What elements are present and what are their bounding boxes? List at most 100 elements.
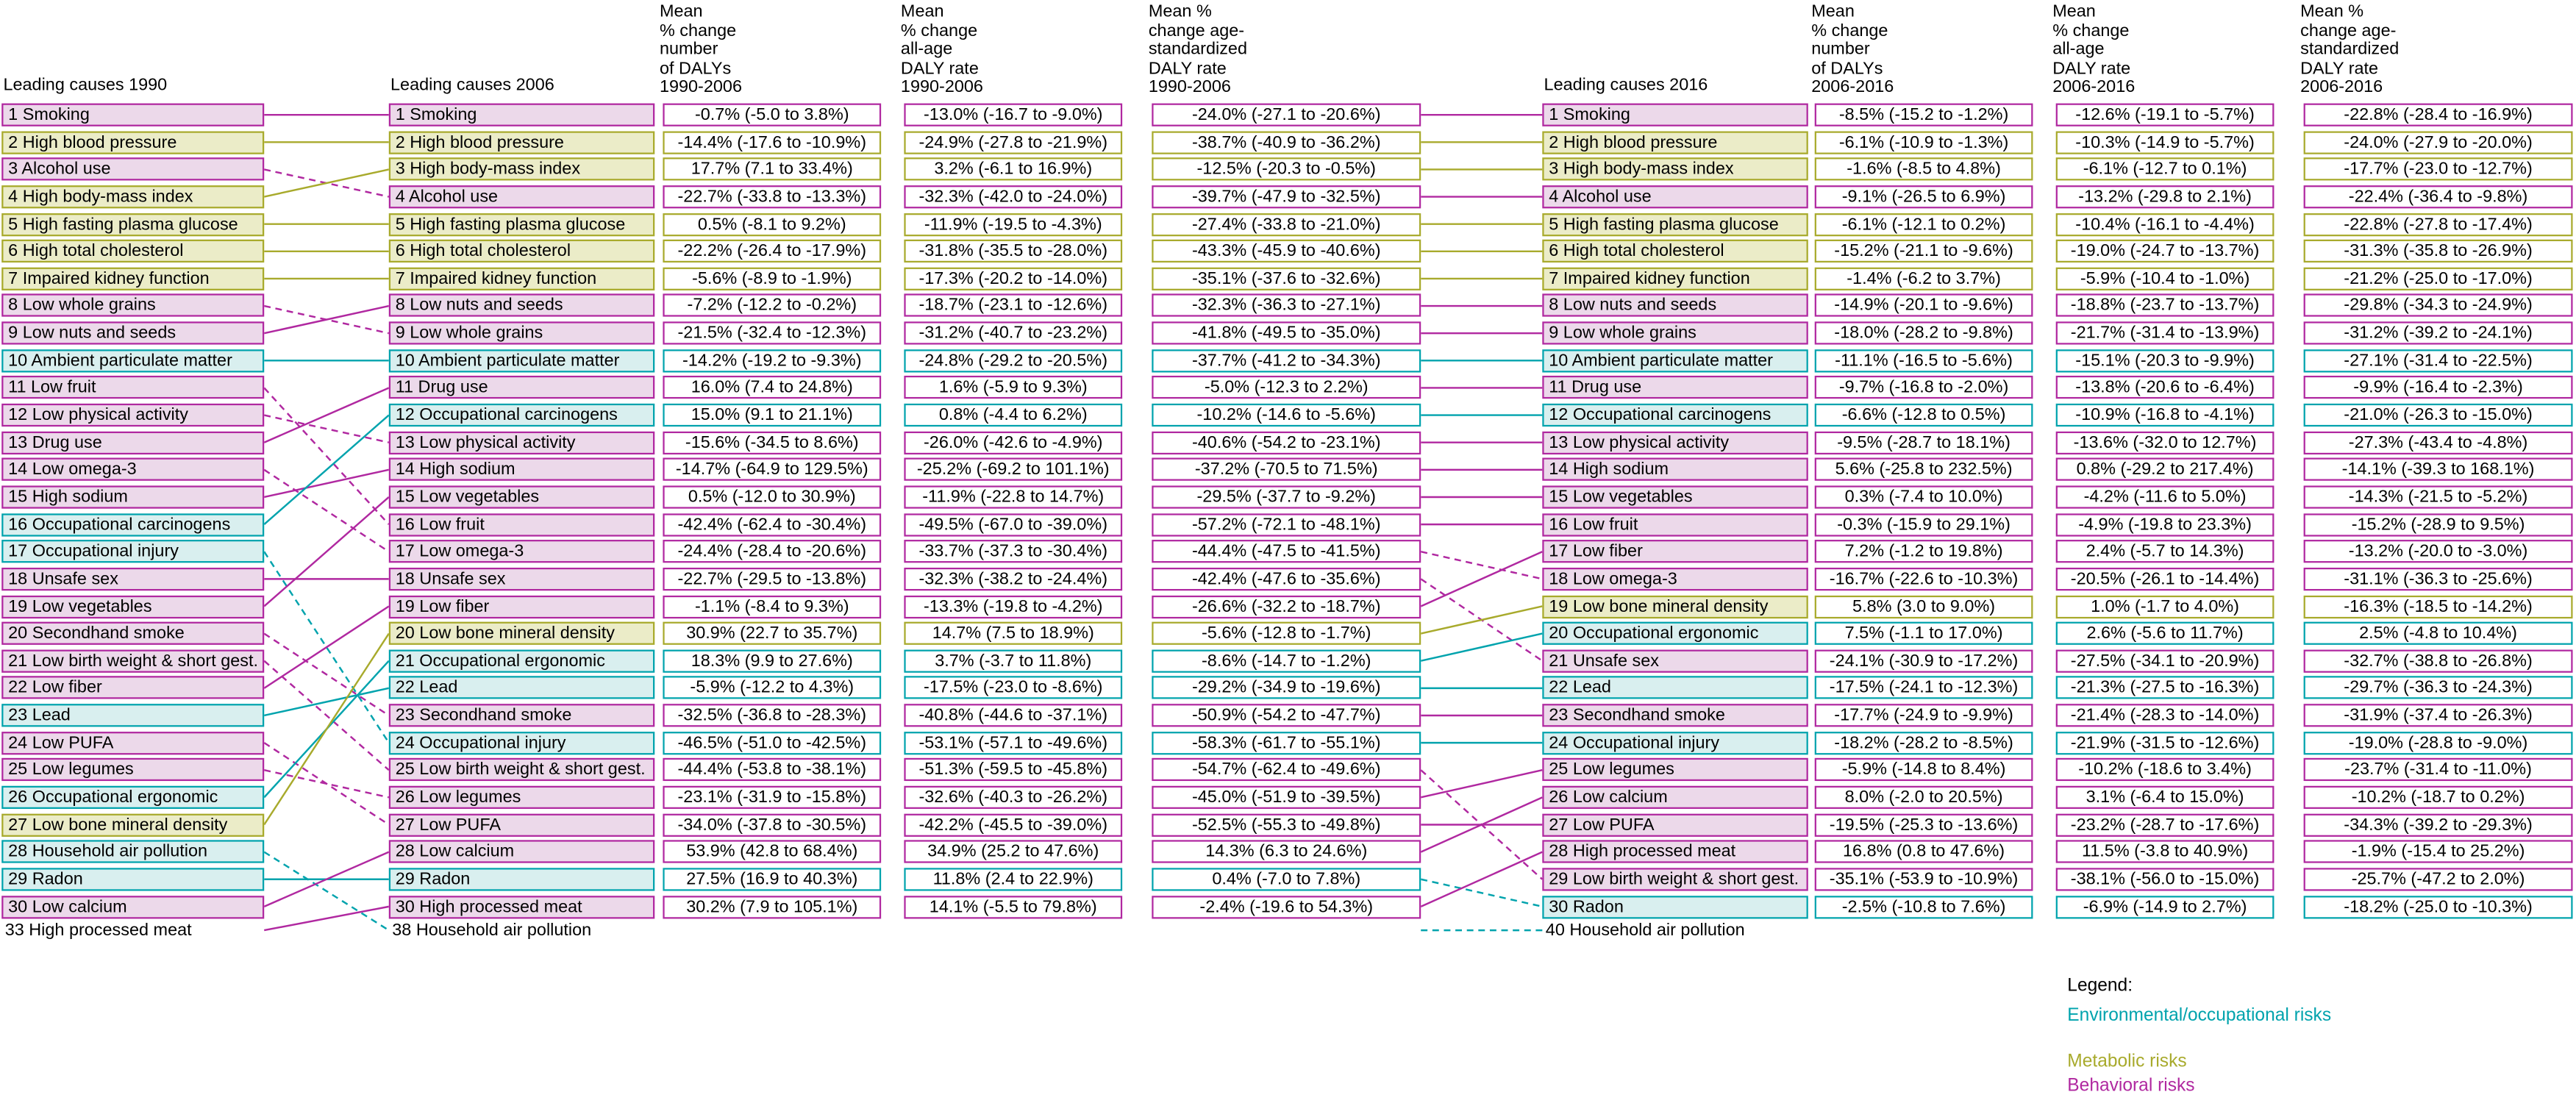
rank-link: [263, 468, 390, 553]
cause-1990-22: 22 Low fiber: [1, 677, 265, 700]
rank-link: [263, 496, 390, 607]
cause-2006-29: 29 Radon: [388, 868, 655, 891]
value-2006-4-1: -32.3% (-42.0 to -24.0%): [904, 185, 1123, 209]
cause-2006-22: 22 Lead: [388, 677, 655, 700]
value-2006-28-1: 34.9% (25.2 to 47.6%): [904, 840, 1123, 864]
value-2006-29-1: 11.8% (2.4 to 22.9%): [904, 868, 1123, 891]
rank-link: [263, 168, 390, 198]
value-2006-17-2: -44.4% (-47.5 to -41.5%): [1152, 540, 1421, 563]
value-2006-27-1: -42.2% (-45.5 to -39.0%): [904, 813, 1123, 837]
cause-2006-21: 21 Occupational ergonomic: [388, 649, 655, 673]
value-2016-2-0: -6.1% (-10.9 to -1.3%): [1814, 130, 2033, 154]
value-2006-17-0: -24.4% (-28.4 to -20.6%): [663, 540, 882, 563]
value-2016-24-0: -18.2% (-28.2 to -8.5%): [1814, 731, 2033, 754]
value-2016-25-0: -5.9% (-14.8 to 8.4%): [1814, 758, 2033, 782]
value-2016-12-0: -6.6% (-12.8 to 0.5%): [1814, 403, 2033, 427]
value-2006-16-1: -49.5% (-67.0 to -39.0%): [904, 513, 1123, 536]
value-2016-20-1: 2.6% (-5.6 to 11.7%): [2055, 621, 2274, 646]
cause-2006-19: 19 Low fiber: [388, 594, 655, 618]
value-2006-26-2: -45.0% (-51.9 to -39.5%): [1152, 785, 1421, 809]
rank-link: [263, 414, 390, 443]
cause-1990-30: 30 Low calcium: [1, 895, 265, 918]
value-2006-24-2: -58.3% (-61.7 to -55.1%): [1152, 731, 1421, 754]
value-2016-22-2: -29.7% (-36.3 to -24.3%): [2303, 677, 2573, 700]
value-2006-2-2: -38.7% (-40.9 to -36.2%): [1152, 130, 1421, 154]
value-2016-8-1: -18.8% (-23.7 to -13.7%): [2055, 294, 2274, 318]
value-2016-13-0: -9.5% (-28.7 to 18.1%): [1814, 431, 2033, 454]
value-2016-19-2: -16.3% (-18.5 to -14.2%): [2303, 594, 2573, 618]
value-2006-7-0: -5.6% (-8.9 to -1.9%): [663, 267, 882, 290]
unranked-cause-2006: 38 Household air pollution: [392, 920, 592, 940]
value-2006-21-0: 18.3% (9.9 to 27.6%): [663, 649, 882, 673]
cause-1990-1: 1 Smoking: [1, 103, 265, 126]
value-2016-16-2: -15.2% (-28.9 to 9.5%): [2303, 513, 2573, 536]
value-2016-17-2: -13.2% (-20.0 to -3.0%): [2303, 540, 2573, 563]
value-2006-14-1: -25.2% (-69.2 to 101.1%): [904, 458, 1123, 482]
legend-item-behavioral: Behavioral risks: [2067, 1075, 2195, 1096]
value-2006-15-1: -11.9% (-22.8 to 14.7%): [904, 485, 1123, 509]
value-2006-22-1: -17.5% (-23.0 to -8.6%): [904, 677, 1123, 700]
cause-2006-14: 14 High sodium: [388, 458, 655, 482]
rank-link: [1420, 796, 1543, 853]
value-2006-9-2: -41.8% (-49.5 to -35.0%): [1152, 321, 1421, 345]
value-2006-27-2: -52.5% (-55.3 to -49.8%): [1152, 813, 1421, 837]
rank-link: [263, 304, 390, 335]
value-2006-29-0: 27.5% (16.9 to 40.3%): [663, 868, 882, 891]
value-2006-24-0: -46.5% (-51.0 to -42.5%): [663, 731, 882, 754]
cause-2016-2: 2 High blood pressure: [1542, 130, 1808, 154]
cause-2006-4: 4 Alcohol use: [388, 185, 655, 209]
cause-1990-6: 6 High total cholesterol: [1, 240, 265, 263]
value-2006-25-0: -44.4% (-53.8 to -38.1%): [663, 758, 882, 782]
cause-2016-18: 18 Low omega-3: [1542, 567, 1808, 590]
rank-link: [263, 660, 390, 771]
value-2016-3-2: -17.7% (-23.0 to -12.7%): [2303, 157, 2573, 182]
value-2016-24-2: -19.0% (-28.8 to -9.0%): [2303, 731, 2573, 754]
value-2016-20-2: 2.5% (-4.8 to 10.4%): [2303, 621, 2573, 646]
value-2016-16-1: -4.9% (-19.8 to 23.3%): [2055, 513, 2274, 536]
value-2006-13-0: -15.6% (-34.5 to 8.6%): [663, 431, 882, 454]
rank-link: [263, 387, 390, 525]
cause-1990-18: 18 Unsafe sex: [1, 567, 265, 590]
value-2006-30-1: 14.1% (-5.5 to 79.8%): [904, 895, 1123, 918]
cause-2006-30: 30 High processed meat: [388, 895, 655, 918]
value-2006-19-2: -26.6% (-32.2 to -18.7%): [1152, 594, 1421, 618]
value-2016-18-0: -16.7% (-22.6 to -10.3%): [1814, 567, 2033, 590]
cause-1990-14: 14 Low omega-3: [1, 458, 265, 482]
value-2006-19-0: -1.1% (-8.4 to 9.3%): [663, 594, 882, 618]
value-2006-1-0: -0.7% (-5.0 to 3.8%): [663, 103, 882, 126]
value-2006-10-2: -37.7% (-41.2 to -34.3%): [1152, 349, 1421, 372]
cause-1990-21: 21 Low birth weight & short gest.: [1, 649, 265, 673]
value-2006-23-2: -50.9% (-54.2 to -47.7%): [1152, 704, 1421, 727]
value-2006-25-1: -51.3% (-59.5 to -45.8%): [904, 758, 1123, 782]
value-2016-8-0: -14.9% (-20.1 to -9.6%): [1814, 294, 2033, 318]
value-2016-6-0: -15.2% (-21.1 to -9.6%): [1814, 240, 2033, 263]
value-2006-12-0: 15.0% (9.1 to 21.1%): [663, 403, 882, 427]
value-2016-2-1: -10.3% (-14.9 to -5.7%): [2055, 130, 2274, 154]
value-2016-26-0: 8.0% (-2.0 to 20.5%): [1814, 785, 2033, 809]
cause-2006-3: 3 High body-mass index: [388, 157, 655, 182]
value-2006-3-2: -12.5% (-20.3 to -0.5%): [1152, 157, 1421, 182]
value-2006-11-0: 16.0% (7.4 to 24.8%): [663, 376, 882, 400]
cause-1990-25: 25 Low legumes: [1, 758, 265, 782]
cause-2016-4: 4 Alcohol use: [1542, 185, 1808, 209]
value-2016-22-0: -17.5% (-24.1 to -12.3%): [1814, 677, 2033, 700]
value-2016-26-2: -10.2% (-18.7 to 0.2%): [2303, 785, 2573, 809]
value-2016-29-0: -35.1% (-53.9 to -10.9%): [1814, 868, 2033, 891]
value-2016-23-1: -21.4% (-28.3 to -14.0%): [2055, 704, 2274, 727]
cause-1990-26: 26 Occupational ergonomic: [1, 785, 265, 809]
cause-1990-17: 17 Occupational injury: [1, 540, 265, 563]
value-2016-23-2: -31.9% (-37.4 to -26.3%): [2303, 704, 2573, 727]
cause-2006-20: 20 Low bone mineral density: [388, 621, 655, 646]
value-2016-5-2: -22.8% (-27.8 to -17.4%): [2303, 213, 2573, 236]
cause-2016-13: 13 Low physical activity: [1542, 431, 1808, 454]
cause-2016-6: 6 High total cholesterol: [1542, 240, 1808, 263]
header-leading-causes-2016: Leading causes 2016: [1544, 75, 1708, 96]
value-2006-6-1: -31.8% (-35.5 to -28.0%): [904, 240, 1123, 263]
value-2016-26-1: 3.1% (-6.4 to 15.0%): [2055, 785, 2274, 809]
value-2016-4-0: -9.1% (-26.5 to 6.9%): [1814, 185, 2033, 209]
value-2006-20-0: 30.9% (22.7 to 35.7%): [663, 621, 882, 646]
value-2016-11-1: -13.8% (-20.6 to -6.4%): [2055, 376, 2274, 400]
header-mean-change-number-dalys-2006-2016: Mean % change number of DALYs 2006-2016: [1811, 1, 1894, 98]
value-2006-29-2: 0.4% (-7.0 to 7.8%): [1152, 868, 1421, 891]
